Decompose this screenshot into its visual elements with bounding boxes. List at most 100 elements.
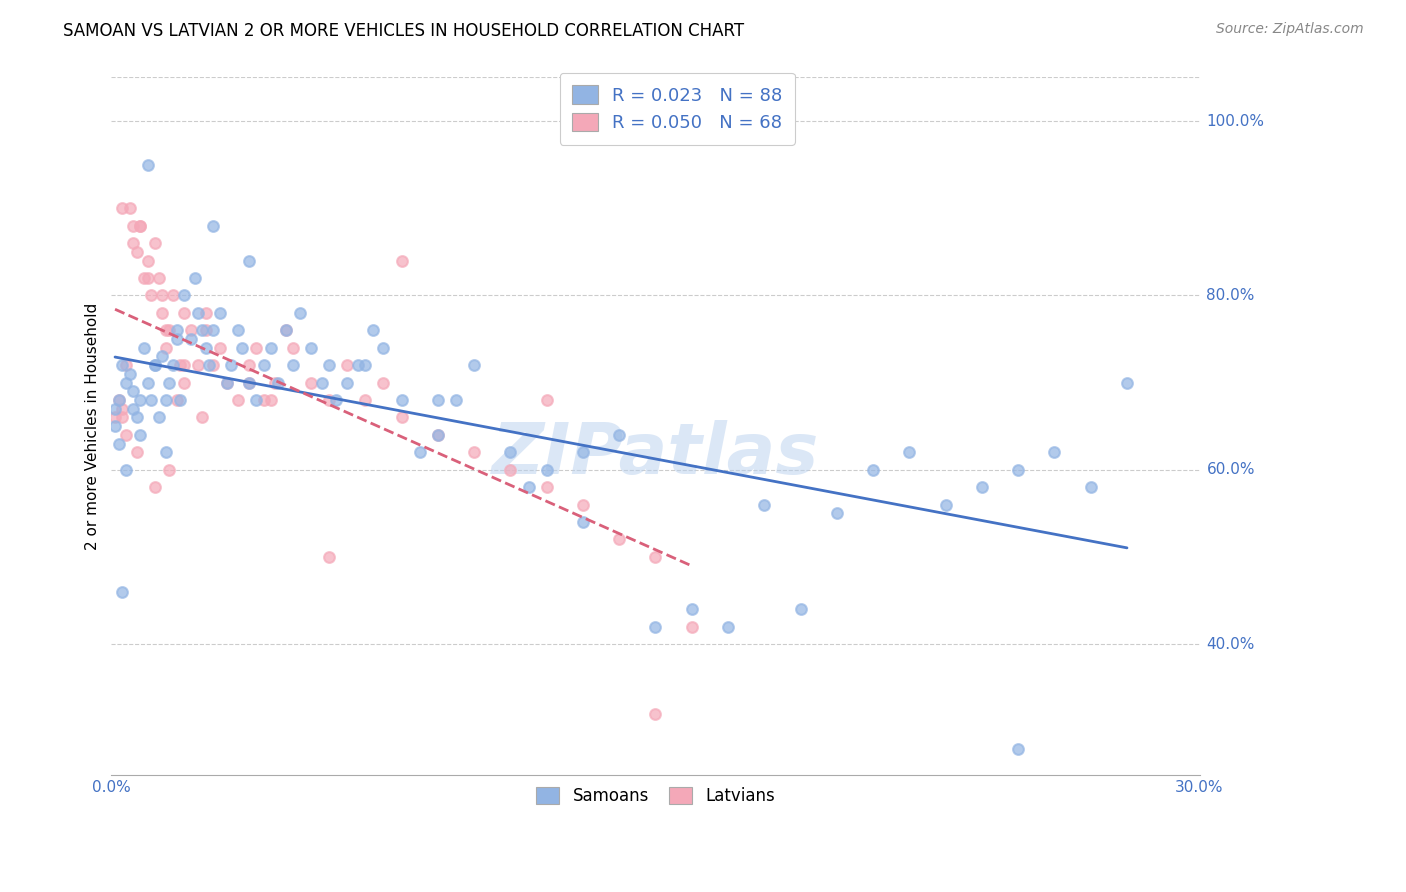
Point — [288, 306, 311, 320]
Text: SAMOAN VS LATVIAN 2 OR MORE VEHICLES IN HOUSEHOLD CORRELATION CHART: SAMOAN VS LATVIAN 2 OR MORE VEHICLES IN … — [63, 22, 744, 40]
Text: 40.0%: 40.0% — [1206, 637, 1254, 651]
Point — [150, 306, 173, 320]
Point — [789, 602, 811, 616]
Point — [122, 235, 145, 250]
Point — [125, 445, 148, 459]
Point — [187, 306, 209, 320]
Point — [325, 392, 347, 407]
Point — [143, 358, 166, 372]
Point — [231, 341, 253, 355]
Point — [209, 341, 232, 355]
Point — [122, 401, 145, 416]
Point — [155, 392, 177, 407]
Point — [143, 480, 166, 494]
Point — [125, 244, 148, 259]
Point — [132, 341, 155, 355]
Point — [463, 445, 485, 459]
Point — [336, 358, 359, 372]
Point — [173, 306, 195, 320]
Point — [281, 341, 304, 355]
Point — [209, 306, 232, 320]
Point — [166, 332, 188, 346]
Point — [825, 506, 848, 520]
Point — [253, 392, 276, 407]
Point — [391, 410, 413, 425]
Point — [354, 358, 377, 372]
Point — [187, 358, 209, 372]
Point — [607, 533, 630, 547]
Point — [111, 584, 134, 599]
Point — [644, 706, 666, 721]
Point — [935, 498, 957, 512]
Text: 80.0%: 80.0% — [1206, 288, 1254, 303]
Point — [391, 253, 413, 268]
Point — [572, 515, 595, 529]
Point — [572, 498, 595, 512]
Point — [191, 410, 214, 425]
Point — [143, 235, 166, 250]
Point — [111, 401, 134, 416]
Point — [228, 392, 250, 407]
Point — [201, 358, 224, 372]
Point — [115, 376, 138, 390]
Point — [107, 392, 129, 407]
Point — [238, 376, 260, 390]
Point — [118, 367, 141, 381]
Point — [318, 358, 340, 372]
Point — [347, 358, 370, 372]
Point — [194, 306, 217, 320]
Point — [463, 358, 485, 372]
Point — [409, 445, 432, 459]
Point — [159, 463, 181, 477]
Point — [245, 341, 267, 355]
Point — [281, 358, 304, 372]
Point — [150, 350, 173, 364]
Point — [219, 358, 242, 372]
Point — [169, 392, 191, 407]
Point — [111, 358, 134, 372]
Point — [155, 323, 177, 337]
Point — [274, 323, 297, 337]
Text: 100.0%: 100.0% — [1206, 113, 1264, 128]
Legend: Samoans, Latvians: Samoans, Latvians — [526, 777, 785, 815]
Point — [318, 392, 340, 407]
Point — [238, 376, 260, 390]
Point — [166, 323, 188, 337]
Point — [607, 427, 630, 442]
Point — [311, 376, 333, 390]
Point — [129, 392, 152, 407]
Point — [194, 341, 217, 355]
Point — [499, 463, 522, 477]
Point — [122, 219, 145, 233]
Point — [107, 392, 129, 407]
Point — [391, 392, 413, 407]
Point — [217, 376, 239, 390]
Point — [180, 323, 202, 337]
Point — [118, 201, 141, 215]
Point — [169, 358, 191, 372]
Point — [125, 410, 148, 425]
Point — [536, 480, 558, 494]
Point — [253, 358, 276, 372]
Point — [132, 271, 155, 285]
Point — [191, 323, 214, 337]
Y-axis label: 2 or more Vehicles in Household: 2 or more Vehicles in Household — [86, 302, 100, 549]
Point — [318, 549, 340, 564]
Point — [129, 427, 152, 442]
Text: ZIPatlas: ZIPatlas — [492, 419, 820, 489]
Point — [644, 619, 666, 633]
Point — [898, 445, 921, 459]
Point — [644, 549, 666, 564]
Point — [572, 445, 595, 459]
Point — [1007, 463, 1029, 477]
Point — [115, 427, 138, 442]
Point — [141, 288, 163, 302]
Text: Source: ZipAtlas.com: Source: ZipAtlas.com — [1216, 22, 1364, 37]
Point — [238, 358, 260, 372]
Point — [217, 376, 239, 390]
Point — [111, 201, 134, 215]
Point — [299, 341, 322, 355]
Point — [159, 376, 181, 390]
Point — [260, 341, 283, 355]
Point — [150, 288, 173, 302]
